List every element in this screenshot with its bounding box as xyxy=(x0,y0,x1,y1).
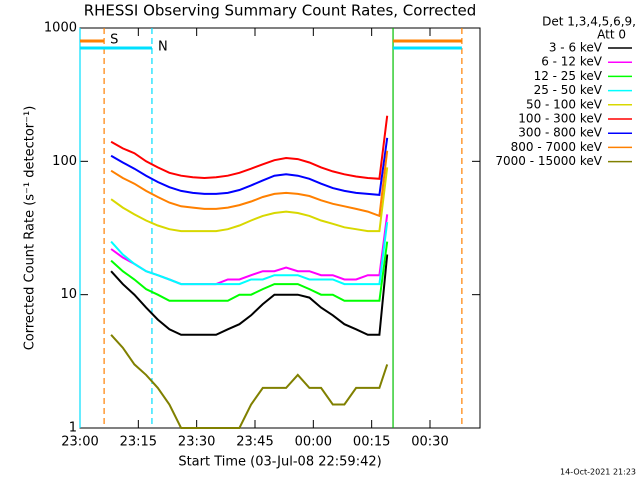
y-tick-label: 100 xyxy=(52,154,77,169)
legend-label: 12 - 25 keV xyxy=(534,69,603,83)
y-tick-label: 1000 xyxy=(44,21,77,36)
legend-label: 6 - 12 keV xyxy=(541,55,603,69)
series-line xyxy=(110,167,389,233)
x-axis-label: Start Time (03-Jul-08 22:59:42) xyxy=(178,455,381,470)
annotation: S xyxy=(110,33,118,48)
series-line xyxy=(110,254,389,336)
series-line xyxy=(110,150,389,218)
y-tick-label: 10 xyxy=(60,287,77,302)
legend-label: 3 - 6 keV xyxy=(549,41,603,55)
x-tick-label: 23:00 xyxy=(61,435,98,450)
y-axis-label: Corrected Count Rate (s⁻¹ detector⁻¹) xyxy=(23,106,38,351)
legend-label: 7000 - 15000 keV xyxy=(495,154,602,168)
series-line xyxy=(110,241,389,302)
series-line xyxy=(110,115,389,180)
legend-label: 100 - 300 keV xyxy=(518,112,602,126)
x-tick-label: 00:30 xyxy=(411,435,448,450)
chart-title: RHESSI Observing Summary Count Rates, Co… xyxy=(84,2,477,20)
footer: 14-Oct-2021 21:23 xyxy=(560,468,636,477)
annotation: N xyxy=(158,40,168,55)
legend-label: 800 - 7000 keV xyxy=(511,140,603,154)
legend-header: Det 1,3,4,5,6,9, xyxy=(542,15,636,29)
series-line xyxy=(110,334,389,429)
legend-header: Att 0 xyxy=(597,28,626,42)
legend-label: 50 - 100 keV xyxy=(526,97,603,111)
x-tick-label: 23:15 xyxy=(120,435,157,450)
x-tick-label: 00:15 xyxy=(353,435,390,450)
x-tick-label: 23:45 xyxy=(236,435,273,450)
series-line xyxy=(110,221,389,286)
x-tick-label: 23:30 xyxy=(178,435,215,450)
x-tick-label: 00:00 xyxy=(295,435,332,450)
legend-label: 25 - 50 keV xyxy=(534,83,603,97)
y-tick-label: 1 xyxy=(69,421,77,436)
series-line xyxy=(110,137,389,196)
legend-label: 300 - 800 keV xyxy=(518,126,602,140)
